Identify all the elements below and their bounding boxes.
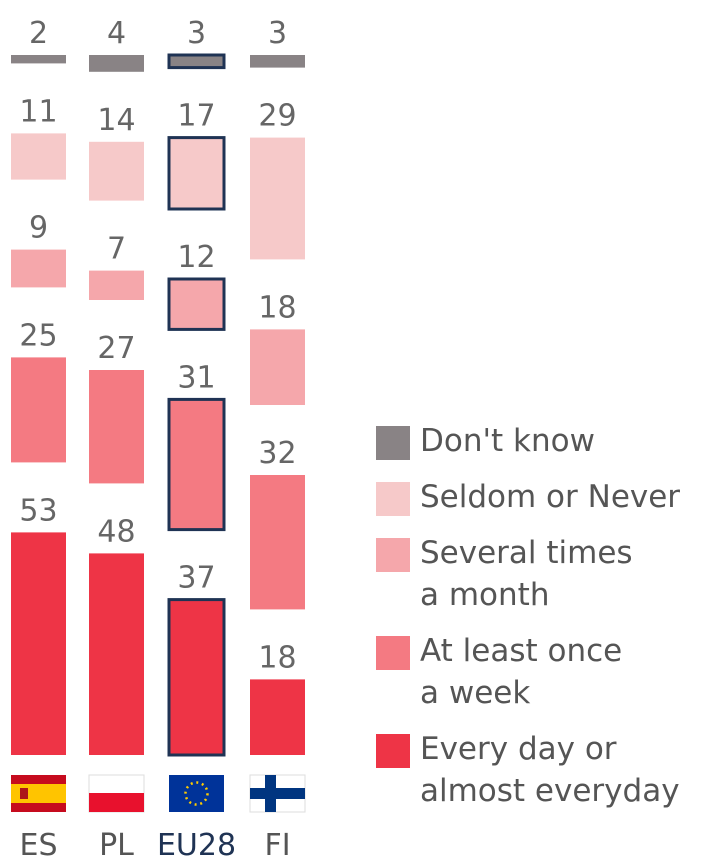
flag-pl [88, 774, 145, 813]
bar-segment [11, 55, 66, 64]
category-label: PL [99, 828, 134, 863]
flag-es [11, 775, 66, 812]
value-label: 48 [97, 514, 135, 549]
bar-segment [89, 141, 144, 201]
value-label: 31 [177, 360, 215, 395]
legend-swatch [376, 636, 410, 670]
bar-segment [89, 55, 144, 72]
bar-segment [11, 249, 66, 288]
bar-segment [167, 277, 226, 331]
flag-fi [249, 774, 306, 813]
bar-segment [250, 55, 305, 68]
bar-segment [11, 357, 66, 463]
bar-segment [89, 553, 144, 755]
bar-segment [89, 370, 144, 484]
value-label: 29 [258, 99, 296, 134]
value-label: 4 [107, 16, 126, 51]
bar-segment [167, 397, 226, 532]
bar-segment [11, 133, 66, 180]
bar-segment [167, 136, 226, 211]
value-label: 12 [177, 240, 215, 275]
legend: Don't know Seldom or Never Several times a… [376, 420, 719, 826]
value-label: 32 [258, 436, 296, 471]
legend-item: Don't know [376, 420, 719, 462]
value-label: 18 [258, 290, 296, 325]
value-label: 2 [29, 16, 48, 51]
bar-segment [250, 137, 305, 260]
bar-segment [250, 329, 305, 405]
bar-segment [250, 475, 305, 610]
legend-swatch [376, 426, 410, 460]
bar-segment [167, 598, 226, 757]
value-label: 25 [19, 318, 57, 353]
value-label: 17 [177, 99, 215, 134]
bar-segment [89, 270, 144, 300]
value-label: 37 [177, 561, 215, 596]
value-label: 27 [97, 331, 135, 366]
legend-label: Every day or almost everyday [420, 731, 680, 809]
legend-swatch [376, 482, 410, 516]
value-label: 7 [107, 232, 126, 267]
bar-segment [250, 679, 305, 755]
legend-item: Seldom or Never [376, 476, 719, 518]
legend-label: Several times a month [420, 535, 633, 613]
bar-segment [11, 532, 66, 755]
category-label: EU28 [157, 828, 236, 863]
bar-segment [167, 53, 226, 70]
legend-swatch [376, 538, 410, 572]
value-label: 3 [187, 16, 206, 51]
value-label: 9 [29, 211, 48, 246]
legend-label: Don't know [420, 423, 595, 459]
flag-eu [169, 775, 224, 812]
value-label: 14 [97, 103, 135, 138]
value-label: 53 [19, 493, 57, 528]
legend-swatch [376, 734, 410, 768]
value-label: 11 [19, 94, 57, 129]
category-label: ES [20, 828, 58, 863]
legend-item: Several times a month [376, 532, 719, 616]
category-label: FI [264, 828, 290, 863]
value-label: 3 [268, 16, 287, 51]
legend-label: Seldom or Never [420, 479, 681, 515]
legend-item: At least once a week [376, 630, 719, 714]
legend-item: Every day or almost everyday [376, 728, 719, 812]
legend-label: At least once a week [420, 633, 623, 711]
value-label: 18 [258, 640, 296, 675]
